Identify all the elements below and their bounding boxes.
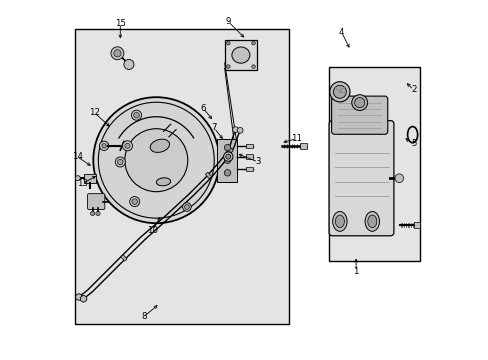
Text: 1: 1 xyxy=(353,267,358,276)
Ellipse shape xyxy=(367,215,376,228)
FancyBboxPatch shape xyxy=(331,96,387,134)
Bar xyxy=(205,172,211,179)
Text: 5: 5 xyxy=(410,139,416,148)
Circle shape xyxy=(124,129,187,192)
Bar xyxy=(413,222,419,228)
Circle shape xyxy=(333,85,346,98)
Circle shape xyxy=(237,127,243,133)
Bar xyxy=(300,143,306,149)
Circle shape xyxy=(129,197,140,207)
Circle shape xyxy=(93,97,219,223)
Circle shape xyxy=(111,47,123,60)
Circle shape xyxy=(80,296,87,302)
Circle shape xyxy=(75,176,80,181)
Text: 10: 10 xyxy=(147,226,158,235)
Circle shape xyxy=(224,157,230,163)
Circle shape xyxy=(132,199,137,204)
Circle shape xyxy=(99,141,108,150)
Bar xyxy=(328,67,419,261)
Bar xyxy=(217,139,237,182)
Circle shape xyxy=(394,174,403,183)
Circle shape xyxy=(125,143,130,148)
Ellipse shape xyxy=(335,215,344,228)
Text: 12: 12 xyxy=(88,108,100,117)
Text: 3: 3 xyxy=(255,157,261,166)
Circle shape xyxy=(182,203,191,211)
Ellipse shape xyxy=(156,178,170,186)
Ellipse shape xyxy=(231,47,249,63)
Circle shape xyxy=(251,65,255,68)
Circle shape xyxy=(184,204,189,210)
Circle shape xyxy=(90,211,95,216)
Bar xyxy=(226,147,233,153)
Text: 8: 8 xyxy=(141,312,146,321)
Text: 15: 15 xyxy=(115,19,125,28)
Text: 14: 14 xyxy=(71,152,82,161)
Ellipse shape xyxy=(332,211,346,231)
Text: 9: 9 xyxy=(225,17,230,26)
Circle shape xyxy=(96,211,100,216)
Circle shape xyxy=(251,41,255,45)
Text: 13: 13 xyxy=(77,179,88,188)
Circle shape xyxy=(223,152,232,161)
Text: 7: 7 xyxy=(211,123,216,132)
Bar xyxy=(84,174,96,183)
Circle shape xyxy=(133,112,139,118)
Circle shape xyxy=(123,59,134,69)
Text: 11: 11 xyxy=(291,134,302,143)
Ellipse shape xyxy=(365,211,379,231)
Circle shape xyxy=(225,154,230,159)
Circle shape xyxy=(329,82,349,102)
Circle shape xyxy=(232,127,238,132)
Ellipse shape xyxy=(150,139,169,152)
Circle shape xyxy=(76,294,82,300)
Circle shape xyxy=(122,141,132,151)
Circle shape xyxy=(351,95,367,111)
Circle shape xyxy=(226,41,230,45)
Bar xyxy=(121,255,127,261)
Circle shape xyxy=(224,144,230,151)
Bar xyxy=(75,29,289,324)
Circle shape xyxy=(114,50,121,57)
Bar xyxy=(246,154,252,159)
Bar xyxy=(224,40,257,70)
FancyBboxPatch shape xyxy=(328,121,393,236)
Circle shape xyxy=(98,102,214,218)
Text: 2: 2 xyxy=(410,85,416,94)
Text: 6: 6 xyxy=(200,104,205,112)
Circle shape xyxy=(102,144,106,148)
Circle shape xyxy=(354,98,364,108)
Circle shape xyxy=(224,170,230,176)
Circle shape xyxy=(115,157,125,167)
Bar xyxy=(246,167,252,171)
Circle shape xyxy=(131,110,141,120)
FancyBboxPatch shape xyxy=(87,194,104,210)
Text: 4: 4 xyxy=(338,28,344,37)
Circle shape xyxy=(117,159,123,165)
Bar xyxy=(246,144,252,148)
Circle shape xyxy=(226,65,230,68)
